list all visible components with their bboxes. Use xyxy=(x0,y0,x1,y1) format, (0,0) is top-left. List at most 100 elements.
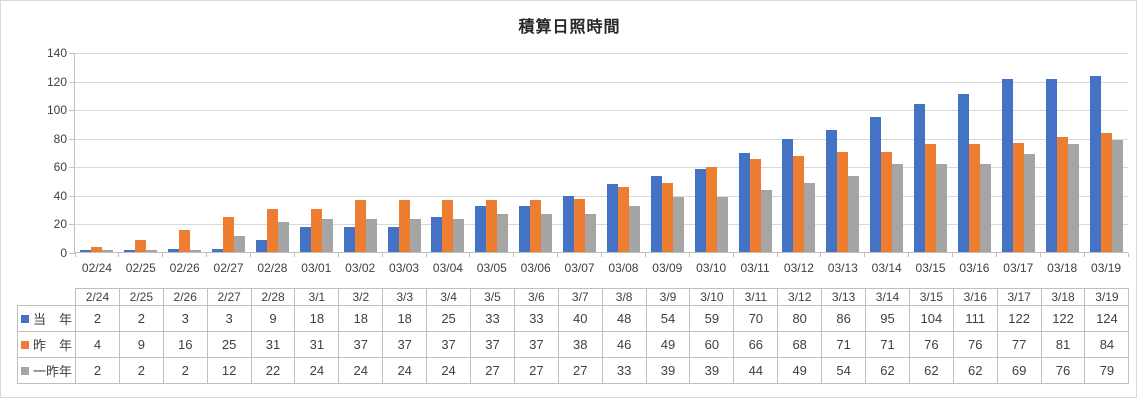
x-tick-mark xyxy=(250,253,251,257)
x-tick-label: 03/07 xyxy=(564,261,595,275)
bar xyxy=(574,198,586,253)
bar xyxy=(617,187,629,253)
legend-marker xyxy=(21,314,29,323)
bar-group xyxy=(733,53,777,253)
table-value-cell: 9 xyxy=(118,331,164,358)
gridline xyxy=(75,81,1128,83)
table-series-row: 一昨年 2 2 2 12 22 24 24 24 24 27 27 27 33 39 39 44 49 54 62 62… xyxy=(17,357,1130,384)
bar xyxy=(146,250,158,253)
table-value-cell: 122 xyxy=(1040,305,1086,332)
x-tick-label: 03/14 xyxy=(871,261,902,275)
x-tick-label: 03/17 xyxy=(1003,261,1034,275)
y-tick-label: 60 xyxy=(53,160,67,175)
table-value-cell: 81 xyxy=(1040,331,1086,358)
x-tick-mark xyxy=(864,253,866,257)
table-value-cell: 38 xyxy=(557,331,603,358)
bar xyxy=(694,168,706,253)
x-tick-mark xyxy=(293,253,295,257)
table-header-cell: 3/14 xyxy=(865,288,910,306)
x-tick-label: 03/01 xyxy=(301,261,332,275)
bar xyxy=(1001,78,1013,253)
legend-marker xyxy=(21,340,29,349)
table-value-cell: 62 xyxy=(908,357,954,384)
table-value-cell: 62 xyxy=(865,357,910,384)
table-header-cell: 3/7 xyxy=(557,288,603,306)
x-tick-label: 02/28 xyxy=(257,261,288,275)
bar xyxy=(804,183,816,253)
y-tick-mark xyxy=(69,81,75,83)
bar xyxy=(431,217,443,253)
table-value-cell: 54 xyxy=(645,305,691,332)
x-tick-mark xyxy=(732,253,734,257)
table-header-cell: 3/2 xyxy=(338,288,384,306)
bar xyxy=(234,235,246,253)
table-header-cell: 2/24 xyxy=(75,288,120,306)
bar-group xyxy=(602,53,646,253)
bar xyxy=(124,250,136,253)
table-value-cell: 18 xyxy=(294,305,340,332)
bar-group xyxy=(251,53,295,253)
table-value-cell: 71 xyxy=(821,331,867,358)
y-tick-mark xyxy=(69,110,75,112)
bar xyxy=(190,250,202,253)
bar xyxy=(1045,78,1057,253)
table-value-cell: 33 xyxy=(470,305,515,332)
table-header-row: 2/24 2/25 2/26 2/27 2/28 3/1 3/2 3/3 3/4 3/5 3/6 3/… xyxy=(18,288,1130,306)
bar xyxy=(135,240,147,253)
x-tick-label: 03/03 xyxy=(389,261,420,275)
table-value-cell: 80 xyxy=(777,305,823,332)
table-header-cell: 3/13 xyxy=(821,288,867,306)
table-value-cell: 2 xyxy=(162,357,208,384)
bar xyxy=(343,227,355,253)
table-header-cell: 3/8 xyxy=(601,288,647,306)
series-label-cell: 当 年 xyxy=(17,305,76,332)
bar xyxy=(277,221,289,253)
y-tick-label: 20 xyxy=(53,217,67,232)
bars xyxy=(75,53,1128,253)
bar xyxy=(957,94,969,253)
table-header-cell: 3/16 xyxy=(952,288,998,306)
x-tick-label: 02/26 xyxy=(169,261,200,275)
legend-marker xyxy=(21,366,29,375)
bar xyxy=(881,151,893,253)
table-header-cell: 3/19 xyxy=(1084,288,1130,306)
table-value-cell: 49 xyxy=(777,357,823,384)
bar xyxy=(914,104,926,253)
y-tick-label: 80 xyxy=(53,131,67,146)
table-value-cell: 9 xyxy=(250,305,296,332)
bar xyxy=(672,197,684,253)
table-value-cell: 37 xyxy=(426,331,472,358)
bar xyxy=(321,218,333,253)
x-tick-mark xyxy=(381,253,383,257)
table-value-cell: 18 xyxy=(382,305,428,332)
y-tick-label: 120 xyxy=(46,74,67,89)
bar-group xyxy=(294,53,338,253)
x-tick-label: 02/25 xyxy=(125,261,156,275)
x-tick-label: 03/05 xyxy=(476,261,507,275)
bar xyxy=(837,151,849,253)
table-value-cell: 54 xyxy=(821,357,867,384)
table-value-cell: 60 xyxy=(689,331,735,358)
table-value-cell: 71 xyxy=(865,331,910,358)
table-value-cell: 4 xyxy=(75,331,120,358)
table-value-cell: 86 xyxy=(821,305,867,332)
table-value-cell: 2 xyxy=(118,305,164,332)
table-value-cell: 2 xyxy=(75,357,120,384)
bar xyxy=(1012,143,1024,253)
y-tick-mark xyxy=(69,224,75,226)
bar xyxy=(91,247,103,253)
bar xyxy=(80,250,92,253)
x-tick-mark xyxy=(644,253,646,257)
x-tick-label: 03/19 xyxy=(1091,261,1122,275)
table-value-cell: 24 xyxy=(382,357,428,384)
series-name: 昨 年 xyxy=(33,338,73,353)
table-value-cell: 12 xyxy=(206,357,252,384)
bar-group xyxy=(382,53,426,253)
table-value-cell: 33 xyxy=(513,305,559,332)
series-label-cell: 昨 年 xyxy=(17,331,76,358)
bar-group xyxy=(865,53,909,253)
bar xyxy=(738,153,750,253)
x-tick-label: 03/13 xyxy=(827,261,858,275)
table-value-cell: 24 xyxy=(338,357,384,384)
table-value-cell: 22 xyxy=(250,357,296,384)
